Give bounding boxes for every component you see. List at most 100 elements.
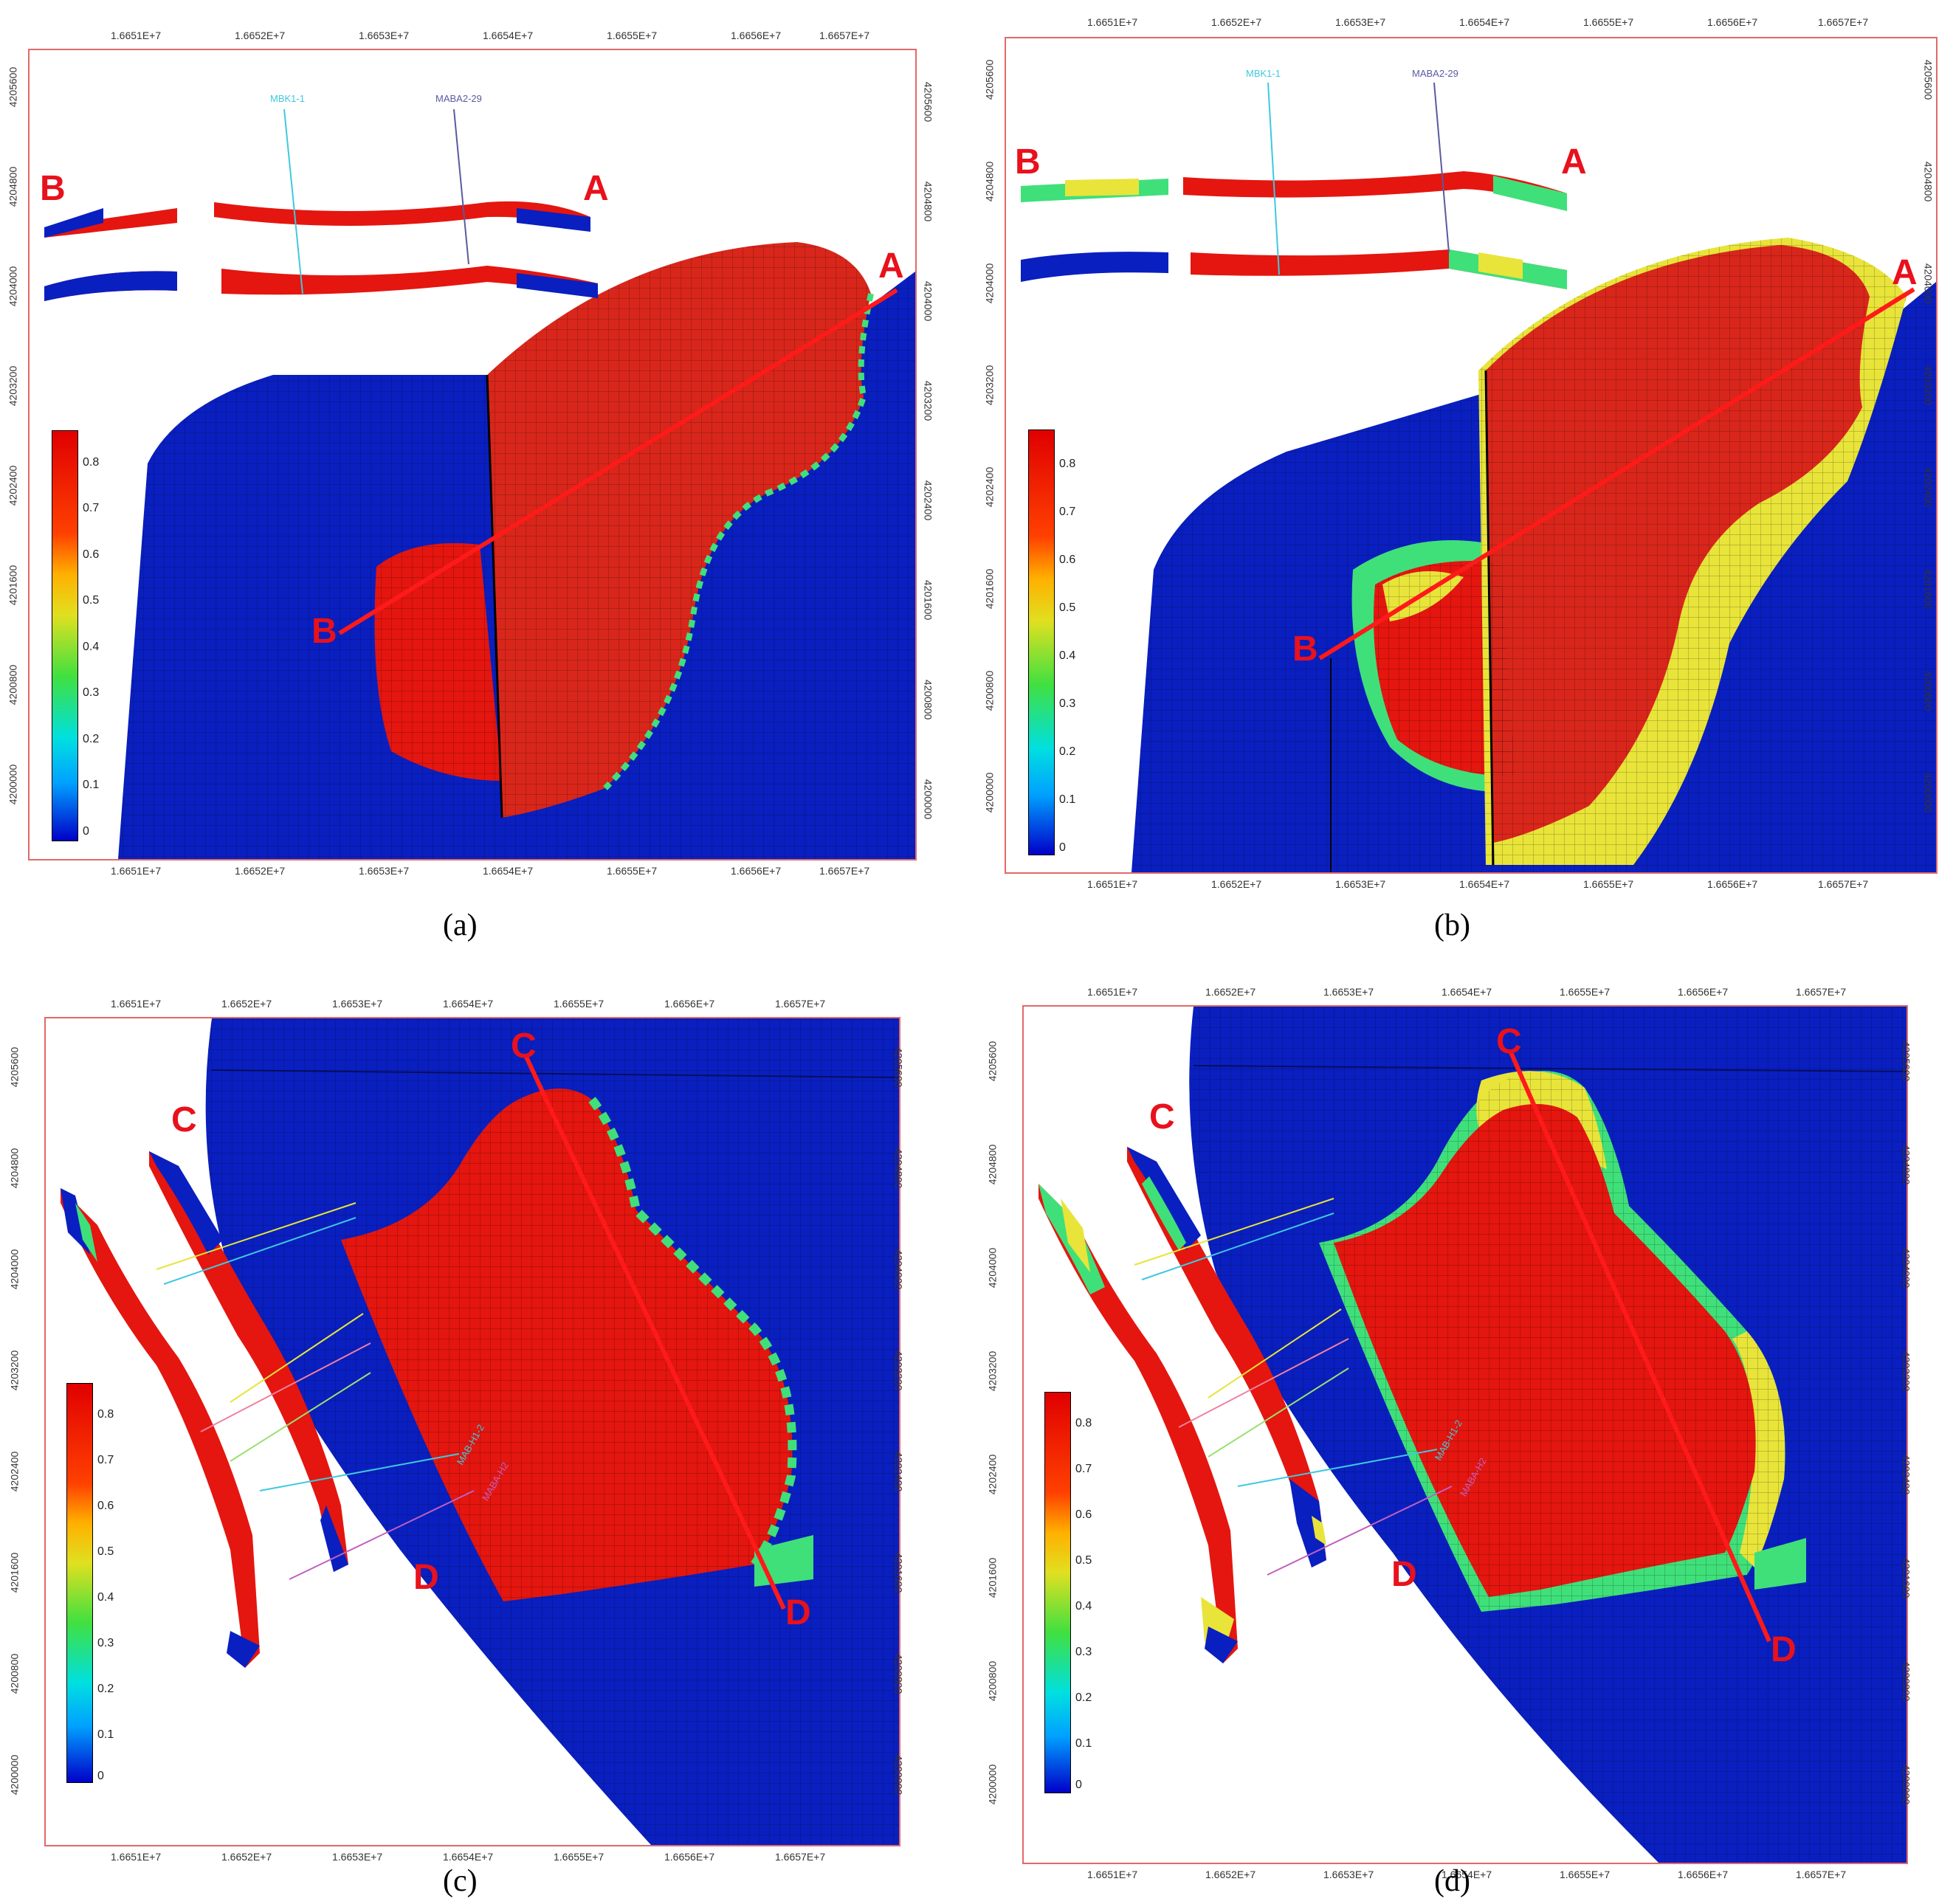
x-tick-top: 1.6656E+7 bbox=[1707, 16, 1758, 28]
colorbar-label: 0.1 bbox=[97, 1728, 114, 1741]
x-tick-top: 1.6656E+7 bbox=[1678, 986, 1729, 998]
plot-area: MBK1-1 MABA2-29 A B A B 0.8 0.7 0.6 0.5 … bbox=[1005, 37, 1938, 874]
section-marker: C bbox=[171, 1100, 197, 1139]
y-tick-right: 4200800 bbox=[922, 679, 934, 720]
x-tick-bottom: 1.6655E+7 bbox=[554, 1851, 604, 1863]
y-tick-right: 4204800 bbox=[1900, 1144, 1912, 1185]
x-tick-top: 1.6651E+7 bbox=[1087, 986, 1138, 998]
colorbar-label: 0.5 bbox=[1075, 1554, 1092, 1567]
y-tick-left: 4205600 bbox=[983, 59, 996, 100]
y-tick-left: 4204800 bbox=[7, 166, 19, 207]
x-tick-top: 1.6657E+7 bbox=[1796, 986, 1847, 998]
x-tick-bottom: 1.6656E+7 bbox=[664, 1851, 715, 1863]
x-tick-top: 1.6654E+7 bbox=[443, 998, 494, 1010]
y-tick-right: 4202400 bbox=[1922, 466, 1935, 508]
y-tick-left: 4200000 bbox=[983, 772, 996, 813]
colorbar-label: 0.8 bbox=[83, 456, 100, 469]
y-tick-left: 4203200 bbox=[8, 1350, 21, 1391]
x-tick-bottom: 1.6651E+7 bbox=[111, 1851, 162, 1863]
panel-c: MAB-H1-2 MABA-H2 C D C D 0.8 0.7 0.6 0.5… bbox=[0, 952, 976, 1904]
y-tick-right: 4205600 bbox=[1900, 1041, 1912, 1082]
x-tick-top: 1.6656E+7 bbox=[731, 30, 782, 41]
cross-section-bottom bbox=[44, 266, 598, 301]
section-marker: C bbox=[511, 1027, 537, 1066]
colorbar-label: 0.2 bbox=[1075, 1691, 1092, 1704]
colorbar-label: 0.7 bbox=[1075, 1463, 1092, 1475]
colorbar-label: 0.6 bbox=[97, 1500, 114, 1512]
x-tick-bottom: 1.6651E+7 bbox=[1087, 878, 1138, 890]
well-label: MABA2-29 bbox=[1412, 68, 1458, 79]
y-tick-right: 4205600 bbox=[922, 81, 934, 123]
x-tick-bottom: 1.6651E+7 bbox=[111, 865, 162, 877]
x-tick-top: 1.6657E+7 bbox=[819, 30, 870, 41]
colorbar-label: 0.7 bbox=[97, 1454, 114, 1466]
y-tick-right: 4202400 bbox=[1900, 1454, 1912, 1495]
colorbar-label: 0.7 bbox=[83, 502, 100, 514]
x-tick-bottom: 1.6657E+7 bbox=[775, 1851, 826, 1863]
x-tick-top: 1.6656E+7 bbox=[664, 998, 715, 1010]
x-tick-bottom: 1.6655E+7 bbox=[1560, 1869, 1611, 1880]
y-tick-left: 4200800 bbox=[983, 670, 996, 711]
x-tick-bottom: 1.6654E+7 bbox=[443, 1851, 494, 1863]
colorbar-label: 0 bbox=[1075, 1779, 1082, 1791]
y-tick-right: 4200000 bbox=[892, 1754, 905, 1796]
panel-caption: (b) bbox=[1434, 908, 1470, 942]
y-tick-right: 4200800 bbox=[1922, 670, 1935, 711]
x-tick-bottom: 1.6654E+7 bbox=[483, 865, 534, 877]
colorbar-label: 0.4 bbox=[1075, 1600, 1092, 1612]
x-tick-top: 1.6653E+7 bbox=[1335, 16, 1386, 28]
x-tick-top: 1.6652E+7 bbox=[235, 30, 286, 41]
colorbar-label: 0.2 bbox=[97, 1683, 114, 1695]
colorbar-label: 0.5 bbox=[1059, 601, 1076, 614]
y-tick-right: 4204000 bbox=[892, 1249, 905, 1290]
colorbar-label: 0.5 bbox=[97, 1545, 114, 1558]
y-tick-left: 4204800 bbox=[986, 1144, 999, 1185]
section-line-ab bbox=[1318, 287, 1915, 660]
y-tick-left: 4202400 bbox=[986, 1454, 999, 1495]
x-tick-bottom: 1.6653E+7 bbox=[1335, 878, 1386, 890]
section-marker: B bbox=[40, 169, 66, 208]
x-tick-top: 1.6652E+7 bbox=[1205, 986, 1256, 998]
y-tick-left: 4202400 bbox=[8, 1451, 21, 1492]
well-section-2 bbox=[1127, 1147, 1326, 1567]
x-tick-bottom: 1.6652E+7 bbox=[235, 865, 286, 877]
y-tick-left: 4204000 bbox=[7, 266, 19, 307]
y-tick-right: 4200000 bbox=[922, 779, 934, 820]
colorbar-label: 0.6 bbox=[1059, 553, 1076, 566]
panel-caption: (c) bbox=[443, 1864, 478, 1898]
y-tick-left: 4202400 bbox=[983, 466, 996, 508]
colorbar-label: 0 bbox=[1059, 841, 1066, 854]
x-tick-top: 1.6655E+7 bbox=[1583, 16, 1634, 28]
y-tick-right: 4204000 bbox=[1922, 263, 1935, 304]
x-tick-bottom: 1.6657E+7 bbox=[1818, 878, 1869, 890]
y-tick-left: 4204800 bbox=[983, 161, 996, 202]
x-tick-bottom: 1.6655E+7 bbox=[607, 865, 658, 877]
colorbar-label: 0.4 bbox=[1059, 649, 1076, 662]
colorbar-label: 0.1 bbox=[83, 779, 100, 791]
y-tick-left: 4205600 bbox=[986, 1041, 999, 1082]
y-tick-left: 4201600 bbox=[983, 568, 996, 610]
colorbar bbox=[52, 430, 78, 841]
x-tick-top: 1.6652E+7 bbox=[1211, 16, 1262, 28]
colorbar-label: 0.2 bbox=[83, 733, 100, 745]
x-tick-bottom: 1.6653E+7 bbox=[1323, 1869, 1374, 1880]
y-tick-left: 4203200 bbox=[986, 1351, 999, 1392]
y-tick-right: 4201600 bbox=[1922, 568, 1935, 610]
colorbar bbox=[1044, 1392, 1071, 1793]
y-tick-right: 4204800 bbox=[1922, 161, 1935, 202]
section-marker: D bbox=[413, 1558, 439, 1597]
y-tick-right: 4200000 bbox=[1922, 772, 1935, 813]
x-tick-bottom: 1.6654E+7 bbox=[1442, 1869, 1492, 1880]
colorbar bbox=[1028, 430, 1055, 855]
y-tick-left: 4201600 bbox=[986, 1557, 999, 1598]
x-tick-bottom: 1.6653E+7 bbox=[359, 865, 410, 877]
panel-caption: (d) bbox=[1434, 1864, 1470, 1898]
x-tick-bottom: 1.6657E+7 bbox=[819, 865, 870, 877]
x-tick-bottom: 1.6656E+7 bbox=[1678, 1869, 1729, 1880]
x-tick-top: 1.6653E+7 bbox=[332, 998, 383, 1010]
y-tick-right: 4204000 bbox=[922, 280, 934, 322]
y-tick-right: 4203200 bbox=[1922, 365, 1935, 406]
panel-d: MAB-H1-2 MABA-H2 C D C D 0.8 0.7 0.6 0.5… bbox=[976, 952, 1953, 1904]
panel-caption: (a) bbox=[443, 908, 478, 942]
x-tick-top: 1.6655E+7 bbox=[1560, 986, 1611, 998]
